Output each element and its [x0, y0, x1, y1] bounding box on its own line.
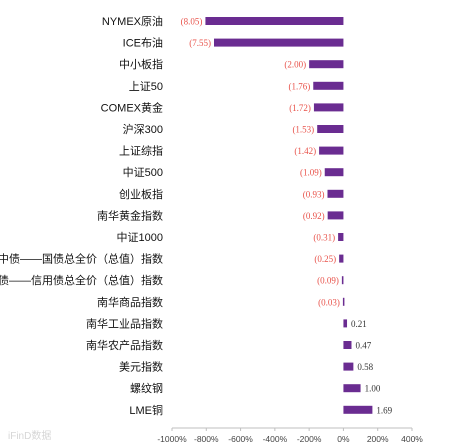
bar: [327, 189, 344, 198]
bar: [343, 384, 361, 393]
x-tick-label: -800%: [194, 434, 219, 444]
bar: [313, 81, 344, 90]
value-label: (0.31): [313, 233, 335, 243]
x-tick-label: 200%: [367, 434, 389, 444]
value-label: (1.76): [289, 81, 311, 91]
category-label: 螺纹钢: [130, 381, 163, 395]
value-label: (0.93): [303, 189, 325, 199]
bar: [309, 60, 344, 69]
bar: [342, 297, 345, 306]
bar: [343, 405, 373, 414]
value-label: (8.05): [181, 17, 203, 27]
category-label: 沪深300: [123, 122, 163, 136]
bar: [343, 341, 352, 349]
category-label: COMEX黄金: [101, 100, 163, 114]
bar: [214, 38, 344, 47]
bar: [324, 168, 344, 177]
category-label: 上证综指: [119, 144, 163, 158]
category-label: ICE布油: [123, 36, 163, 50]
bar: [205, 17, 344, 25]
x-tick-label: -600%: [228, 434, 253, 444]
value-label: (2.00): [284, 60, 306, 70]
category-label: 美元指数: [119, 360, 163, 374]
category-label: 中债——国债总全价（总值）指数: [0, 252, 163, 266]
value-label: (1.72): [289, 103, 311, 113]
bar: [327, 211, 344, 220]
category-label: 中债——信用债总全价（总值）指数: [0, 273, 163, 287]
category-label: 南华黄金指数: [97, 208, 163, 222]
value-label: (1.09): [300, 168, 322, 178]
value-label: (1.42): [294, 146, 316, 156]
value-label: 1.00: [365, 384, 381, 394]
bar: [341, 276, 344, 285]
bar: [343, 362, 354, 371]
x-axis: -1000% -800% -600% -400% -200% 0% 200% 400%: [157, 427, 423, 444]
bars-group: [205, 17, 373, 414]
x-tick-label: 0%: [337, 434, 350, 444]
bar: [343, 319, 348, 328]
x-tick-label: -400%: [263, 434, 288, 444]
x-tick-label: 400%: [401, 434, 423, 444]
x-tick-label: -1000%: [157, 434, 187, 444]
value-label: (0.09): [317, 276, 339, 286]
value-label: (1.53): [292, 125, 314, 135]
value-label: (7.55): [189, 38, 211, 48]
bar: [338, 233, 344, 241]
value-label: (0.92): [303, 211, 325, 221]
value-label: 0.21: [351, 319, 367, 329]
bar: [339, 254, 344, 263]
bar: [317, 125, 344, 133]
category-label: 南华商品指数: [97, 295, 163, 309]
bar: [319, 146, 344, 155]
bar: [313, 103, 344, 112]
value-label: 0.58: [357, 362, 373, 372]
value-label: (0.03): [318, 297, 340, 307]
category-label: 南华农产品指数: [86, 338, 163, 352]
category-label: 中证1000: [117, 231, 163, 244]
category-label: LME铜: [129, 403, 163, 417]
category-label: NYMEX原油: [102, 14, 163, 28]
x-tick-label: -200%: [297, 434, 322, 444]
watermark-text: iFinD数据: [8, 429, 51, 442]
category-label: 南华工业品指数: [86, 316, 163, 330]
category-label: 上证50: [129, 80, 163, 93]
value-label: 0.47: [355, 341, 371, 351]
category-label: 中证500: [123, 166, 163, 179]
value-label: (0.25): [314, 254, 336, 264]
value-label: 1.69: [376, 405, 392, 415]
value-labels-group: (8.05) (7.55) (2.00) (1.76) (1.72) (1.53) (1.4…: [181, 17, 393, 416]
category-label: 中小板指: [119, 57, 163, 71]
category-label: 创业板指: [119, 187, 163, 201]
